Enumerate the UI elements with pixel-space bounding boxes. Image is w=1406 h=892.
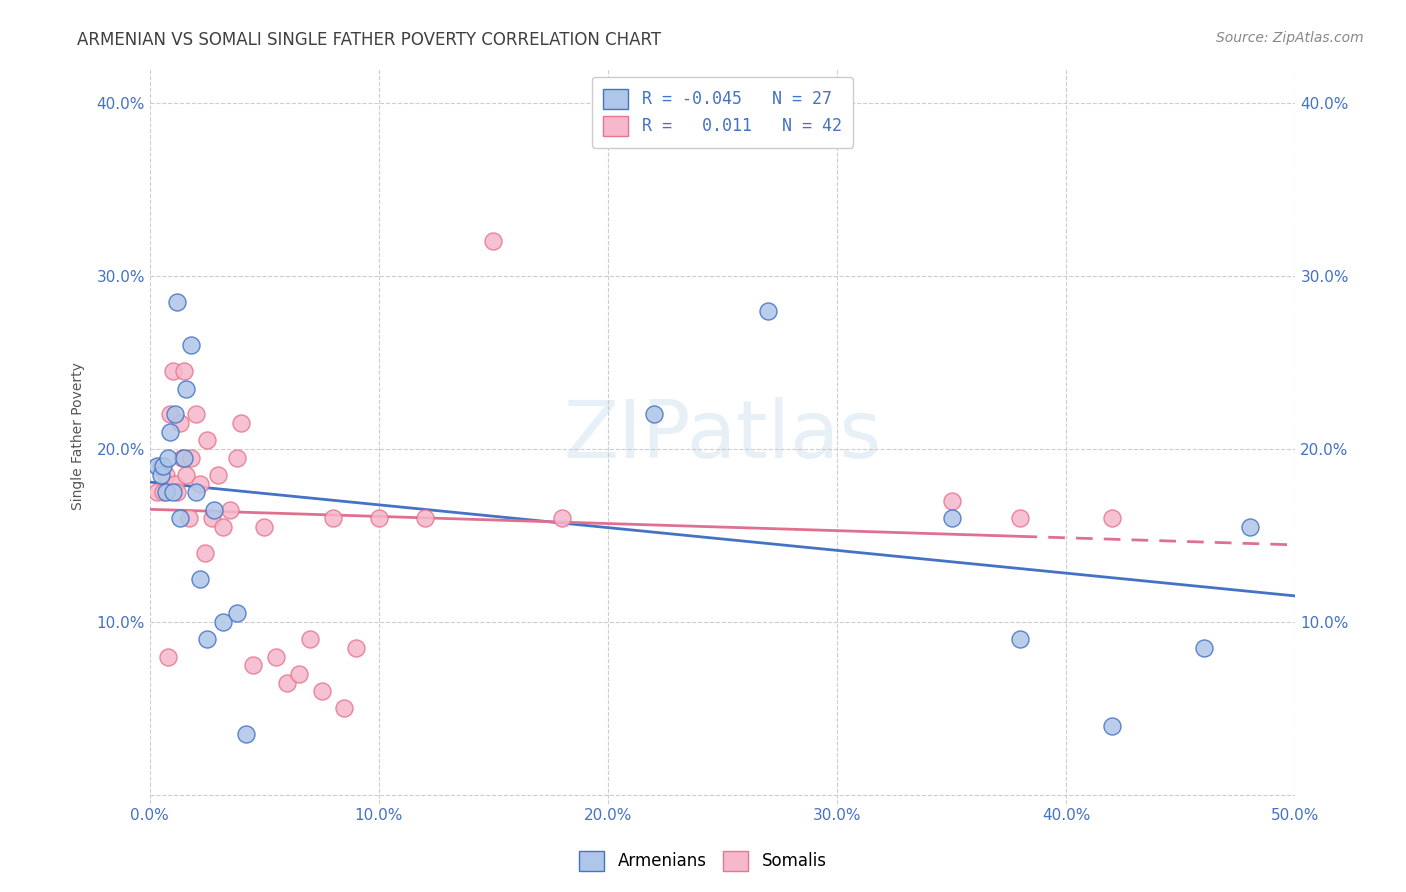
Point bbox=[152, 485, 174, 500]
Point bbox=[212, 615, 235, 629]
Point bbox=[333, 701, 356, 715]
Point bbox=[1192, 640, 1215, 655]
Point bbox=[166, 295, 188, 310]
Point bbox=[159, 425, 181, 439]
Text: Source: ZipAtlas.com: Source: ZipAtlas.com bbox=[1216, 31, 1364, 45]
Point bbox=[941, 494, 963, 508]
Point bbox=[212, 520, 235, 534]
Point bbox=[299, 632, 322, 647]
Point bbox=[1101, 511, 1123, 525]
Point bbox=[551, 511, 574, 525]
Point bbox=[1010, 632, 1032, 647]
Point bbox=[758, 303, 780, 318]
Point bbox=[311, 684, 333, 698]
Point bbox=[152, 459, 174, 474]
Point bbox=[264, 649, 287, 664]
Point bbox=[163, 408, 186, 422]
Point bbox=[195, 632, 218, 647]
Point bbox=[253, 520, 276, 534]
Point bbox=[163, 476, 186, 491]
Point bbox=[150, 467, 173, 482]
Point bbox=[180, 450, 202, 465]
Point bbox=[169, 511, 191, 525]
Point bbox=[176, 382, 198, 396]
Point bbox=[176, 467, 198, 482]
Point bbox=[322, 511, 344, 525]
Point bbox=[344, 640, 367, 655]
Point bbox=[184, 485, 207, 500]
Point bbox=[169, 416, 191, 430]
Point bbox=[184, 408, 207, 422]
Point bbox=[287, 666, 309, 681]
Point bbox=[1101, 719, 1123, 733]
Point bbox=[157, 450, 180, 465]
Point bbox=[166, 485, 188, 500]
Point bbox=[225, 607, 247, 621]
Point bbox=[157, 649, 180, 664]
Point bbox=[941, 511, 963, 525]
Point bbox=[225, 450, 247, 465]
Point bbox=[155, 467, 177, 482]
Point bbox=[482, 235, 505, 249]
Point bbox=[145, 485, 167, 500]
Point bbox=[235, 727, 257, 741]
Point bbox=[1010, 511, 1032, 525]
Point bbox=[200, 511, 222, 525]
Legend: R = -0.045   N = 27, R =   0.011   N = 42: R = -0.045 N = 27, R = 0.011 N = 42 bbox=[592, 77, 853, 147]
Point bbox=[173, 450, 195, 465]
Point bbox=[367, 511, 389, 525]
Point bbox=[170, 450, 193, 465]
Point bbox=[1239, 520, 1261, 534]
Point bbox=[150, 459, 173, 474]
Point bbox=[276, 675, 298, 690]
Point bbox=[643, 408, 665, 422]
Point bbox=[159, 408, 181, 422]
Point bbox=[145, 459, 167, 474]
Point bbox=[207, 467, 229, 482]
Y-axis label: Single Father Poverty: Single Father Poverty bbox=[72, 362, 86, 510]
Point bbox=[173, 364, 195, 378]
Point bbox=[195, 434, 218, 448]
Point bbox=[413, 511, 436, 525]
Point bbox=[162, 485, 184, 500]
Point bbox=[219, 502, 242, 516]
Point bbox=[180, 338, 202, 352]
Text: ZIPatlas: ZIPatlas bbox=[564, 397, 882, 475]
Point bbox=[177, 511, 200, 525]
Legend: Armenians, Somalis: Armenians, Somalis bbox=[571, 842, 835, 880]
Point bbox=[231, 416, 253, 430]
Point bbox=[242, 658, 264, 673]
Text: ARMENIAN VS SOMALI SINGLE FATHER POVERTY CORRELATION CHART: ARMENIAN VS SOMALI SINGLE FATHER POVERTY… bbox=[77, 31, 661, 49]
Point bbox=[188, 476, 211, 491]
Point bbox=[155, 485, 177, 500]
Point bbox=[162, 364, 184, 378]
Point bbox=[194, 546, 217, 560]
Point bbox=[202, 502, 225, 516]
Point bbox=[188, 572, 211, 586]
